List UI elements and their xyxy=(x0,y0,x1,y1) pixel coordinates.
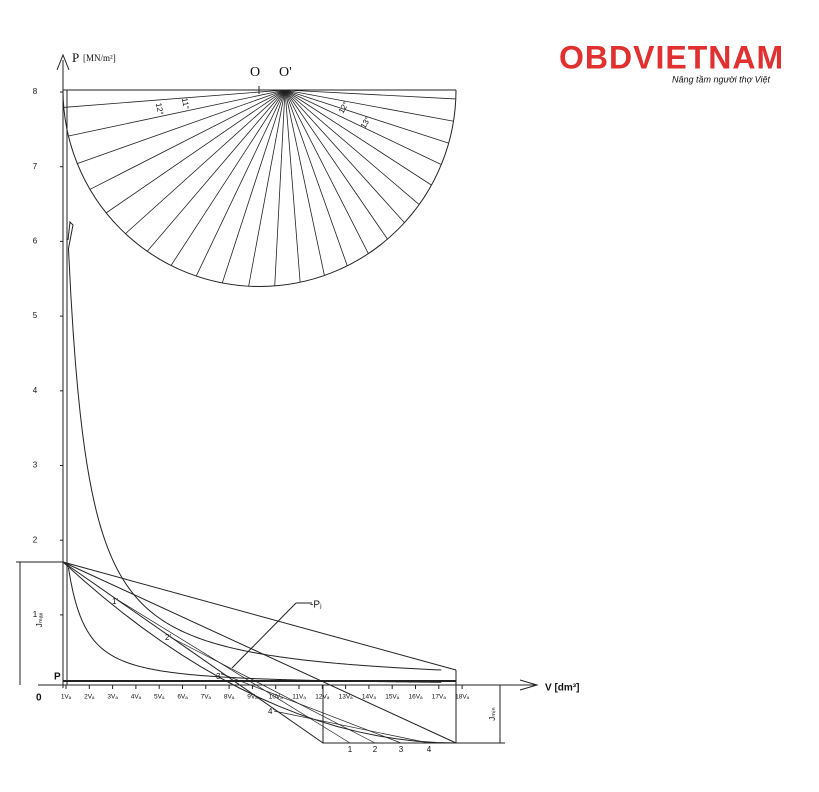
pj-line xyxy=(62,561,457,744)
pa-label: P xyxy=(54,672,61,683)
brick-ray xyxy=(284,89,454,122)
y-unit: [MN/m²] xyxy=(83,53,116,63)
brick-arc xyxy=(62,89,457,287)
y-tick-label: 2 xyxy=(33,535,38,544)
brick-ray xyxy=(195,89,286,277)
y-tick-label: 6 xyxy=(33,237,38,246)
construction-line xyxy=(117,599,351,744)
construction-line xyxy=(273,710,430,744)
y-tick-label: 5 xyxy=(33,311,38,320)
brick-ray xyxy=(284,89,348,266)
brick-ray xyxy=(284,89,442,165)
brick-ray xyxy=(284,89,420,205)
brick-ray xyxy=(284,89,325,276)
x-arrow xyxy=(519,679,539,691)
brick-ray xyxy=(284,89,449,144)
y-tick-label: 8 xyxy=(33,87,38,96)
pj-curve xyxy=(62,561,457,744)
point-label: 2' xyxy=(165,633,171,642)
point-label: 4' xyxy=(268,707,274,716)
brick-ray xyxy=(284,89,405,223)
y-arrow xyxy=(56,53,70,71)
brick-ray xyxy=(170,89,286,266)
bottom-point: 1 xyxy=(348,745,353,754)
x-tick-label: 4Vₐ xyxy=(131,694,142,701)
x-tick-label: 18Vₐ xyxy=(455,694,470,701)
x-label: V [dm³] xyxy=(545,683,579,694)
angle-label: 12° xyxy=(154,102,165,115)
x-tick-label: 17Vₐ xyxy=(432,694,447,701)
brick-ray xyxy=(284,89,369,254)
y-tick-label: 1 xyxy=(33,610,38,619)
brick-ray xyxy=(284,89,388,240)
o-label: O xyxy=(250,65,260,80)
x-tick-label: 12Vₐ xyxy=(315,694,330,701)
brick-ray xyxy=(89,89,286,190)
x-tick-label: 5Vₐ xyxy=(154,694,165,701)
point-label: 1' xyxy=(112,597,118,606)
brick-ray xyxy=(274,89,286,286)
brick-ray xyxy=(105,89,286,214)
brick-ray xyxy=(284,89,456,100)
y-label: P xyxy=(72,50,79,65)
x-tick-label: 14Vₐ xyxy=(362,694,377,701)
origin: 0 xyxy=(36,693,42,704)
bottom-point: 2 xyxy=(373,745,378,754)
o-prime-label: O' xyxy=(279,65,292,80)
x-tick-label: 8Vₐ xyxy=(224,694,235,701)
y-tick-label: 3 xyxy=(33,461,38,470)
x-tick-label: 7Vₐ xyxy=(201,694,212,701)
brick-ray xyxy=(284,89,301,283)
compression-curve xyxy=(67,567,442,683)
x-tick-label: 16Vₐ xyxy=(409,694,424,701)
pj-leader xyxy=(231,602,297,669)
x-tick-label: 13Vₐ xyxy=(339,694,354,701)
jmin-box xyxy=(322,670,457,744)
logo-tagline: Nâng tầm người thợ Việt xyxy=(672,74,770,84)
x-tick-label: 1Vₐ xyxy=(61,694,72,701)
brick-ray xyxy=(248,89,286,287)
jmax-label: Jₘₐₓ xyxy=(35,612,44,627)
brick-ray xyxy=(146,89,286,252)
brick-ray xyxy=(76,89,286,165)
y-tick-label: 4 xyxy=(33,386,38,395)
construction-line xyxy=(221,673,402,744)
bottom-point: 3 xyxy=(399,745,404,754)
pj-line xyxy=(62,561,457,671)
bottom-point: 4 xyxy=(427,745,432,754)
x-tick-label: 11Vₐ xyxy=(292,694,306,701)
angle-label: 11° xyxy=(180,97,191,110)
y-tick-label: 7 xyxy=(33,162,38,171)
angle-label: 12° xyxy=(337,100,351,115)
x-tick-label: 9Vₐ xyxy=(247,694,258,701)
brick-ray xyxy=(221,89,286,284)
x-tick-label: 3Vₐ xyxy=(107,694,118,701)
logo-brand: OBDVIETNAM xyxy=(559,39,784,75)
x-tick-label: 2Vₐ xyxy=(84,694,95,701)
brick-ray xyxy=(124,89,286,235)
point-label: 3' xyxy=(216,672,222,681)
x-tick-label: 15Vₐ xyxy=(385,694,400,701)
brick-ray xyxy=(284,89,432,186)
construction-line xyxy=(169,636,376,744)
pj-line xyxy=(62,561,324,744)
expansion-curve xyxy=(67,220,442,671)
pj-label: -Pⱼ xyxy=(310,600,322,611)
x-tick-label: 6Vₐ xyxy=(177,694,188,701)
brick-ray xyxy=(67,89,286,137)
angle-label: 13° xyxy=(359,115,373,130)
jmin-label: Jₘᵢₙ xyxy=(488,707,497,720)
brick-ray xyxy=(63,89,286,108)
